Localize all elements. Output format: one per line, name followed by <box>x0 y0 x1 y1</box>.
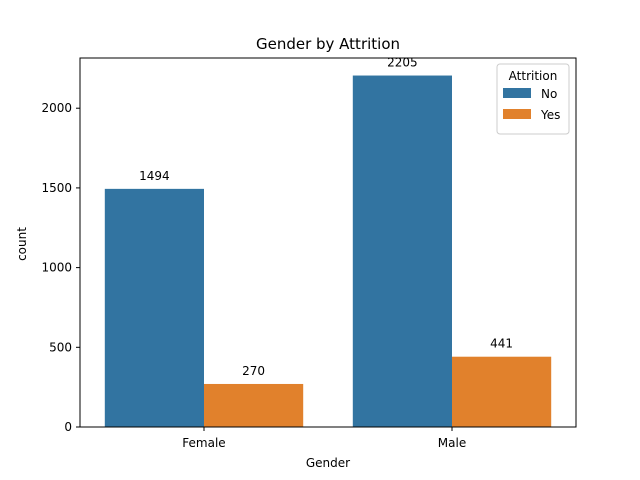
y-axis-label: count <box>15 227 29 261</box>
chart-title: Gender by Attrition <box>256 35 400 53</box>
legend-swatch-yes <box>503 109 531 119</box>
y-tick-label: 0 <box>64 420 72 434</box>
bar-male-yes <box>452 356 552 427</box>
y-tick-label: 1000 <box>41 261 72 275</box>
legend-label-no: No <box>541 87 557 101</box>
bar-male-no <box>352 75 452 427</box>
y-tick-label: 1500 <box>41 181 72 195</box>
data-label-female-no: 1494 <box>139 169 170 183</box>
bar-female-no <box>104 188 204 427</box>
x-tick-label-male: Male <box>438 436 466 450</box>
legend-title: Attrition <box>509 69 558 83</box>
legend-swatch-no <box>503 88 531 98</box>
y-tick-label: 2000 <box>41 101 72 115</box>
y-tick-label: 500 <box>49 340 72 354</box>
data-label-female-yes: 270 <box>242 364 265 378</box>
legend-label-yes: Yes <box>540 108 560 122</box>
x-axis-label: Gender <box>306 456 350 470</box>
axes-frame <box>79 57 577 428</box>
data-label-male-yes: 441 <box>490 337 513 351</box>
bar-female-yes <box>204 383 304 427</box>
x-tick-label-female: Female <box>182 436 225 450</box>
data-label-male-no: 2205 <box>387 56 418 70</box>
plot-area: 1494 270 2205 441 0 500 1000 1500 2000 Female Male <box>41 56 577 450</box>
legend: Attrition No Yes <box>496 63 570 135</box>
